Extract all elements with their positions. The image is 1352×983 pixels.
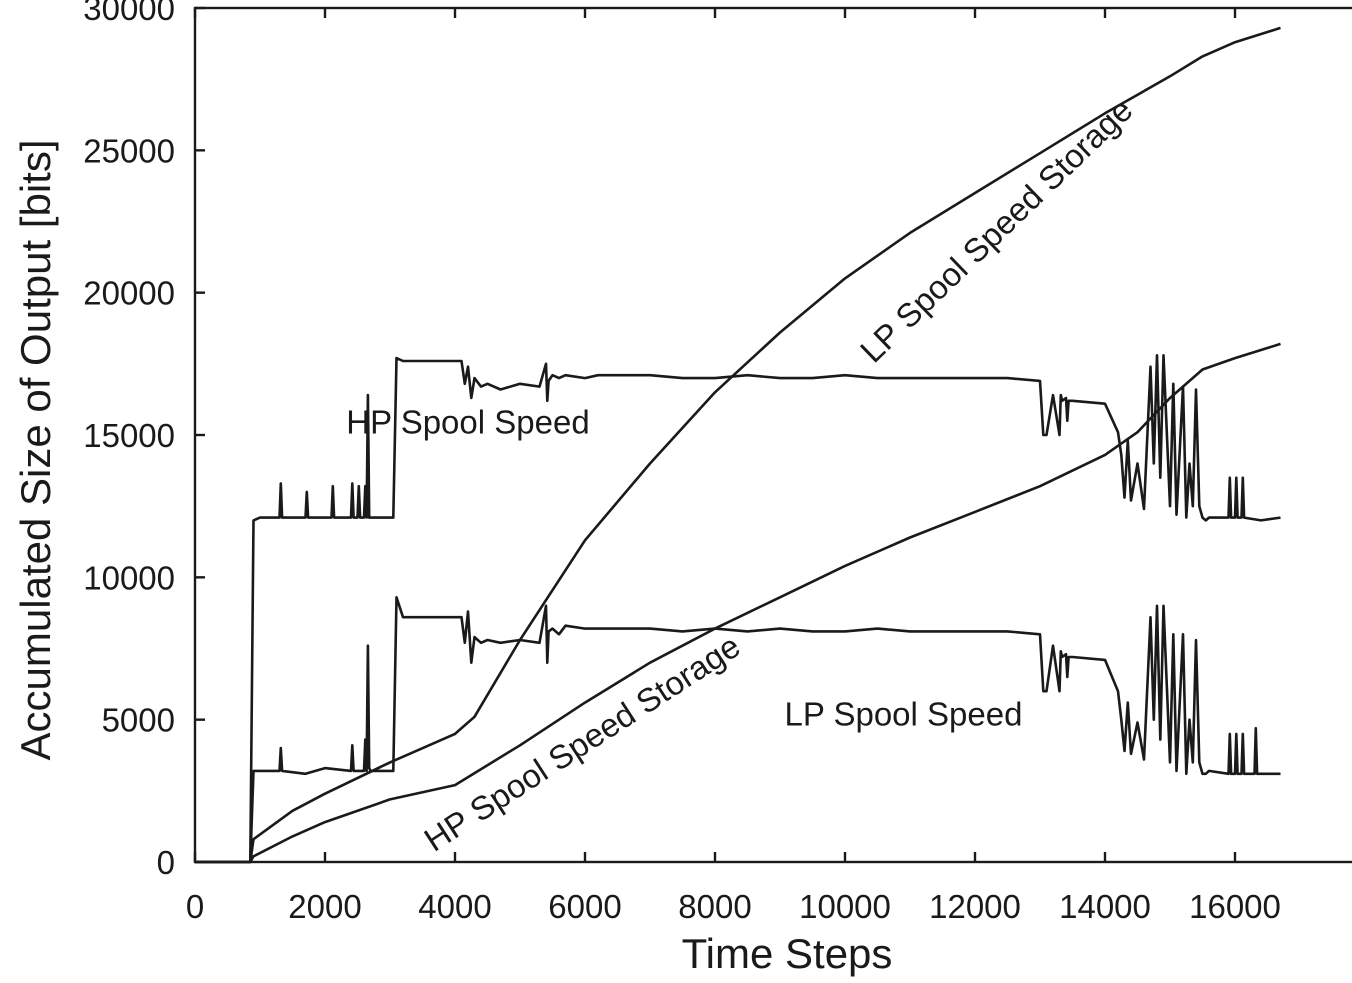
series-line-hp-spool-speed-storage <box>195 342 1281 864</box>
x-tick-label: 14000 <box>1059 888 1151 925</box>
y-axis-title: Accumulated Size of Output [bits] <box>12 140 59 761</box>
series-lines <box>195 26 1281 864</box>
y-tick-label: 5000 <box>102 702 175 739</box>
x-tick-label: 6000 <box>548 888 621 925</box>
series-annotation: LP Spool Speed <box>785 695 1023 732</box>
x-tick-label: 2000 <box>288 888 361 925</box>
x-tick-label: 4000 <box>418 888 491 925</box>
series-line-hp-spool-speed <box>195 353 1281 864</box>
series-annotation: HP Spool Speed <box>346 404 589 441</box>
x-tick-label: 12000 <box>929 888 1021 925</box>
x-tick-label: 0 <box>186 888 204 925</box>
axis-ticks: 0 2000 4000 6000 8000 10000 12000 14000 16000 0 50… <box>83 0 1281 925</box>
series-annotations: LP Spool Speed Storage HP Spool Speed Sto… <box>346 91 1139 859</box>
y-tick-label: 10000 <box>83 559 175 596</box>
y-tick-label: 0 <box>157 844 175 881</box>
y-tick-label: 30000 <box>83 0 175 27</box>
y-tick-label: 25000 <box>83 132 175 169</box>
series-annotation: HP Spool Speed Storage <box>418 627 747 859</box>
y-tick-label: 15000 <box>83 417 175 454</box>
x-tick-label: 8000 <box>678 888 751 925</box>
x-axis-title: Time Steps <box>682 930 893 977</box>
x-tick-label: 16000 <box>1189 888 1281 925</box>
y-tick-label: 20000 <box>83 275 175 312</box>
series-line-lp-spool-speed-storage <box>195 26 1281 864</box>
x-tick-label: 10000 <box>799 888 891 925</box>
series-line-lp-spool-speed <box>195 595 1281 864</box>
series-annotation: LP Spool Speed Storage <box>853 91 1140 370</box>
